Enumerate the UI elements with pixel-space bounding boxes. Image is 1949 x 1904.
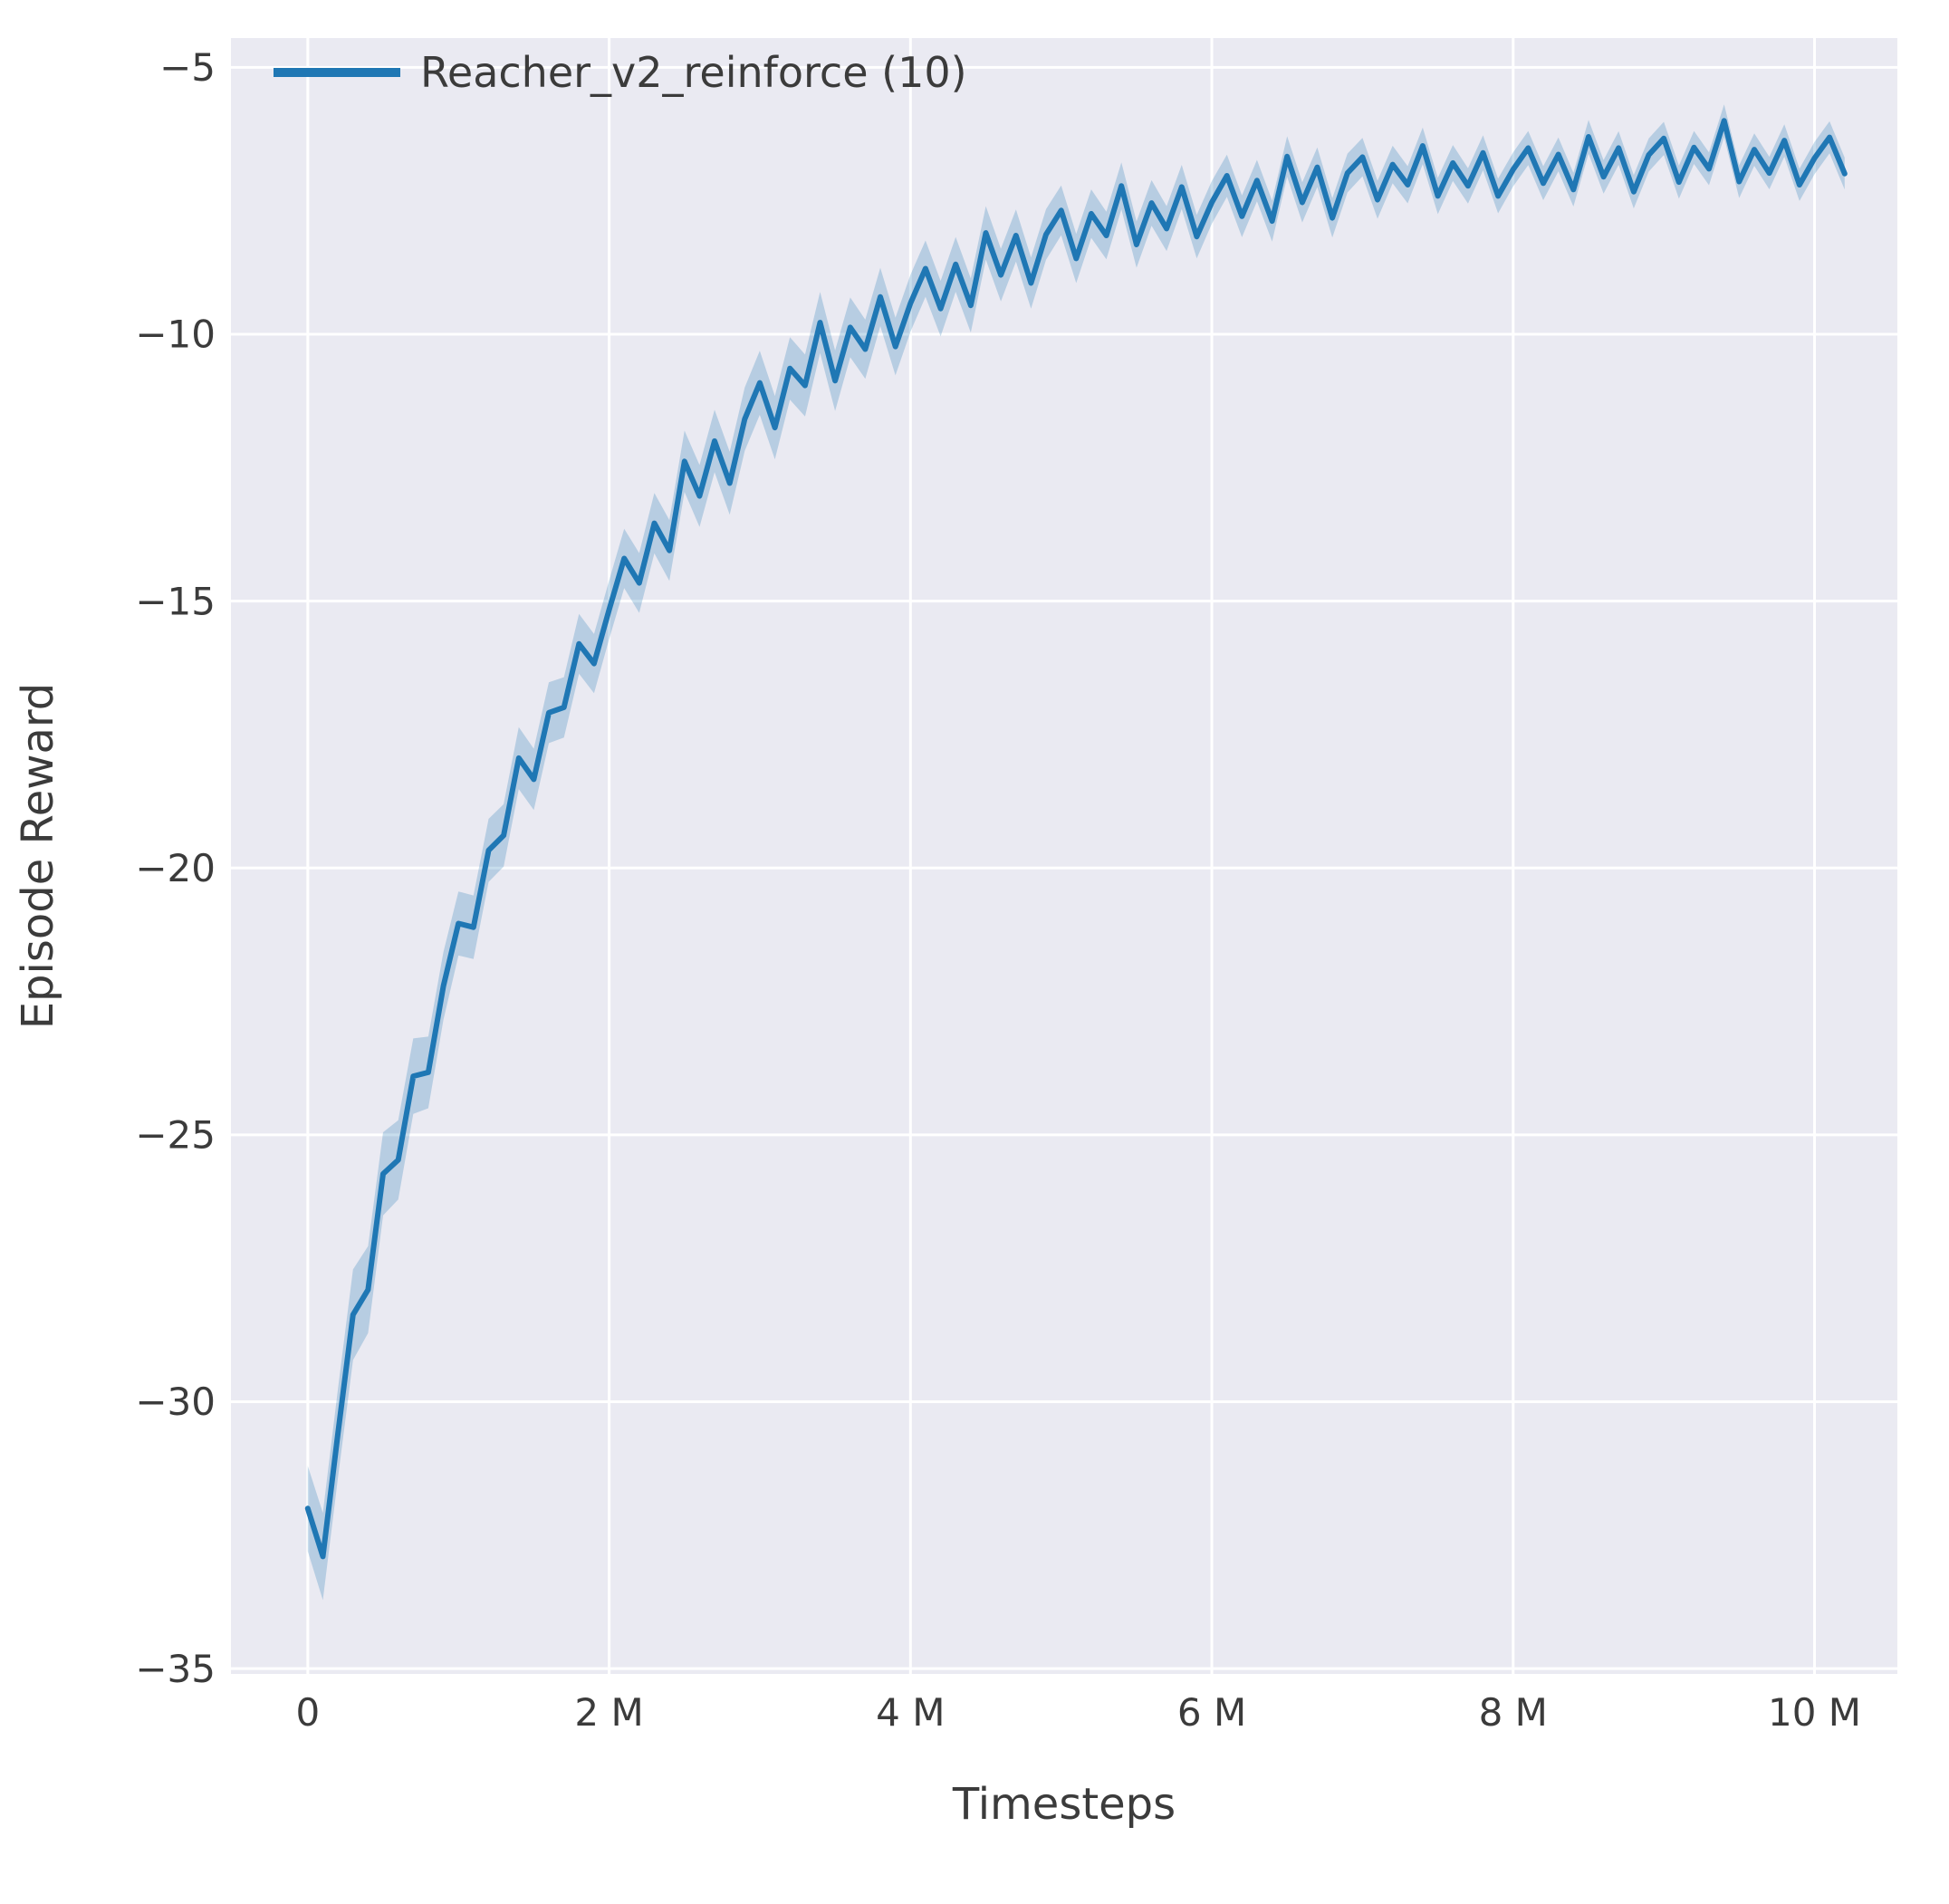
y-axis-tick-label: −20 bbox=[135, 846, 216, 890]
legend: Reacher_v2_reinforce (10) bbox=[274, 48, 967, 97]
y-axis-tick-label: −10 bbox=[135, 313, 216, 357]
x-axis-tick-label: 10 M bbox=[1768, 1690, 1861, 1735]
x-axis-tick-label: 4 M bbox=[876, 1690, 945, 1735]
y-axis-label: Episode Reward bbox=[13, 683, 63, 1030]
series-line-layer bbox=[304, 118, 1848, 1560]
y-axis-tick-label: −35 bbox=[135, 1647, 216, 1691]
x-axis-tick-label: 2 M bbox=[574, 1690, 643, 1735]
x-axis-label: Timesteps bbox=[952, 1779, 1176, 1830]
axes-background bbox=[231, 38, 1897, 1674]
y-axis-tick-label: −30 bbox=[135, 1380, 216, 1424]
series-line bbox=[304, 118, 1848, 1560]
y-axis-tick-label: −15 bbox=[135, 579, 216, 623]
legend-label: Reacher_v2_reinforce (10) bbox=[420, 48, 967, 97]
y-axis-tick-label: −5 bbox=[159, 45, 216, 90]
axes-background-layer bbox=[231, 38, 1897, 1674]
x-axis-tick-label: 6 M bbox=[1177, 1690, 1246, 1735]
x-axis-tick-label: 8 M bbox=[1479, 1690, 1548, 1735]
y-axis-tick-label: −25 bbox=[135, 1113, 216, 1158]
tick-label-layer: 0 2 M 4 M 6 M 8 M 10 M −5 −10 −15 −20 −25 −30 −35 bbox=[135, 45, 1861, 1735]
x-axis-tick-label: 0 bbox=[295, 1690, 320, 1735]
